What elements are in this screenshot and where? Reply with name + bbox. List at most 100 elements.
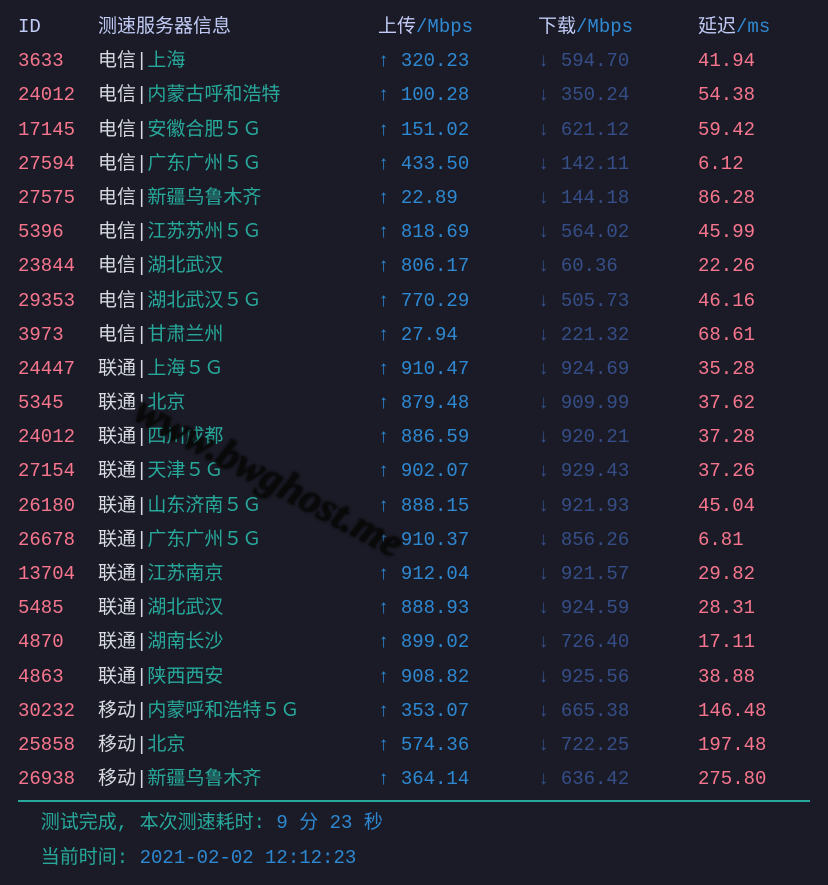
cell-upload: ↑ 912.04 [378, 557, 538, 591]
upload-value: 910.37 [401, 529, 469, 551]
table-row: 27575电信|新疆乌鲁木齐↑ 22.89↓ 144.1886.28 [18, 181, 810, 215]
pipe-separator: | [136, 557, 147, 591]
cell-download: ↓ 856.26 [538, 523, 698, 557]
table-row: 26938移动|新疆乌鲁木齐↑ 364.14↓ 636.42275.80 [18, 762, 810, 796]
cell-isp: 联通 [98, 420, 136, 454]
arrow-down-icon: ↓ [538, 666, 561, 688]
table-row: 17145电信|安徽合肥５Ｇ↑ 151.02↓ 621.1259.42 [18, 113, 810, 147]
cell-upload: ↑ 27.94 [378, 318, 538, 352]
upload-value: 770.29 [401, 290, 469, 312]
cell-latency: 46.16 [698, 284, 798, 318]
table-row: 3973电信|甘肃兰州↑ 27.94↓ 221.3268.61 [18, 318, 810, 352]
arrow-up-icon: ↑ [378, 324, 401, 346]
cell-upload: ↑ 888.93 [378, 591, 538, 625]
cell-download: ↓ 924.69 [538, 352, 698, 386]
upload-value: 886.59 [401, 426, 469, 448]
arrow-up-icon: ↑ [378, 495, 401, 517]
cell-location: 江苏南京 [147, 557, 223, 591]
header-latency: 延迟/ms [698, 10, 798, 44]
cell-isp: 联通 [98, 557, 136, 591]
cell-location: 湖南长沙 [147, 625, 223, 659]
cell-upload: ↑ 364.14 [378, 762, 538, 796]
cell-server: 联通|上海５Ｇ [98, 352, 378, 386]
cell-latency: 37.28 [698, 420, 798, 454]
cell-server: 联通|陕西西安 [98, 660, 378, 694]
cell-isp: 电信 [98, 147, 136, 181]
table-row: 5345联通|北京↑ 879.48↓ 909.9937.62 [18, 386, 810, 420]
download-value: 636.42 [561, 768, 629, 790]
cell-download: ↓ 142.11 [538, 147, 698, 181]
cell-server: 电信|湖北武汉 [98, 249, 378, 283]
cell-location: 陕西西安 [147, 660, 223, 694]
table-row: 24012联通|四川成都↑ 886.59↓ 920.2137.28 [18, 420, 810, 454]
cell-isp: 电信 [98, 318, 136, 352]
cell-location: 广东广州５Ｇ [147, 523, 261, 557]
download-value: 60.36 [561, 255, 618, 277]
cell-server: 联通|江苏南京 [98, 557, 378, 591]
header-row: ID 测速服务器信息 上传/Mbps 下载/Mbps 延迟/ms [18, 10, 810, 44]
arrow-up-icon: ↑ [378, 734, 401, 756]
cell-latency: 275.80 [698, 762, 798, 796]
cell-upload: ↑ 433.50 [378, 147, 538, 181]
upload-value: 912.04 [401, 563, 469, 585]
download-value: 142.11 [561, 153, 629, 175]
table-row: 5485联通|湖北武汉↑ 888.93↓ 924.5928.31 [18, 591, 810, 625]
cell-download: ↓ 636.42 [538, 762, 698, 796]
cell-latency: 45.04 [698, 489, 798, 523]
cell-server: 联通|北京 [98, 386, 378, 420]
cell-download: ↓ 920.21 [538, 420, 698, 454]
table-row: 27594电信|广东广州５Ｇ↑ 433.50↓ 142.116.12 [18, 147, 810, 181]
table-row: 24012电信|内蒙古呼和浩特↑ 100.28↓ 350.2454.38 [18, 78, 810, 112]
cell-server: 电信|内蒙古呼和浩特 [98, 78, 378, 112]
cell-download: ↓ 60.36 [538, 249, 698, 283]
cell-id: 3633 [18, 44, 98, 78]
cell-server: 电信|甘肃兰州 [98, 318, 378, 352]
download-value: 929.43 [561, 460, 629, 482]
cell-server: 移动|北京 [98, 728, 378, 762]
table-row: 4870联通|湖南长沙↑ 899.02↓ 726.4017.11 [18, 625, 810, 659]
cell-location: 北京 [147, 386, 185, 420]
pipe-separator: | [136, 113, 147, 147]
arrow-down-icon: ↓ [538, 50, 561, 72]
cell-id: 23844 [18, 249, 98, 283]
pipe-separator: | [136, 420, 147, 454]
arrow-down-icon: ↓ [538, 529, 561, 551]
table-row: 26678联通|广东广州５Ｇ↑ 910.37↓ 856.266.81 [18, 523, 810, 557]
download-value: 665.38 [561, 700, 629, 722]
arrow-up-icon: ↑ [378, 563, 401, 585]
download-value: 350.24 [561, 84, 629, 106]
cell-upload: ↑ 910.37 [378, 523, 538, 557]
arrow-down-icon: ↓ [538, 460, 561, 482]
cell-location: 湖北武汉 [147, 249, 223, 283]
cell-latency: 6.81 [698, 523, 798, 557]
arrow-up-icon: ↑ [378, 631, 401, 653]
arrow-down-icon: ↓ [538, 563, 561, 585]
cell-isp: 移动 [98, 728, 136, 762]
cell-download: ↓ 921.57 [538, 557, 698, 591]
download-value: 564.02 [561, 221, 629, 243]
cell-server: 电信|新疆乌鲁木齐 [98, 181, 378, 215]
pipe-separator: | [136, 318, 147, 352]
pipe-separator: | [136, 694, 147, 728]
upload-value: 879.48 [401, 392, 469, 414]
header-upload: 上传/Mbps [378, 10, 538, 44]
footer-done-label: 测试完成, 本次测速耗时: [18, 806, 276, 840]
cell-upload: ↑ 899.02 [378, 625, 538, 659]
pipe-separator: | [136, 249, 147, 283]
pipe-separator: | [136, 454, 147, 488]
cell-download: ↓ 726.40 [538, 625, 698, 659]
upload-value: 151.02 [401, 119, 469, 141]
arrow-down-icon: ↓ [538, 187, 561, 209]
footer-duration-value: 9 分 23 秒 [276, 806, 382, 840]
pipe-separator: | [136, 352, 147, 386]
cell-download: ↓ 921.93 [538, 489, 698, 523]
cell-download: ↓ 722.25 [538, 728, 698, 762]
pipe-separator: | [136, 78, 147, 112]
cell-download: ↓ 350.24 [538, 78, 698, 112]
upload-value: 433.50 [401, 153, 469, 175]
cell-server: 联通|四川成都 [98, 420, 378, 454]
cell-upload: ↑ 879.48 [378, 386, 538, 420]
cell-server: 移动|内蒙呼和浩特５Ｇ [98, 694, 378, 728]
cell-upload: ↑ 574.36 [378, 728, 538, 762]
upload-value: 574.36 [401, 734, 469, 756]
